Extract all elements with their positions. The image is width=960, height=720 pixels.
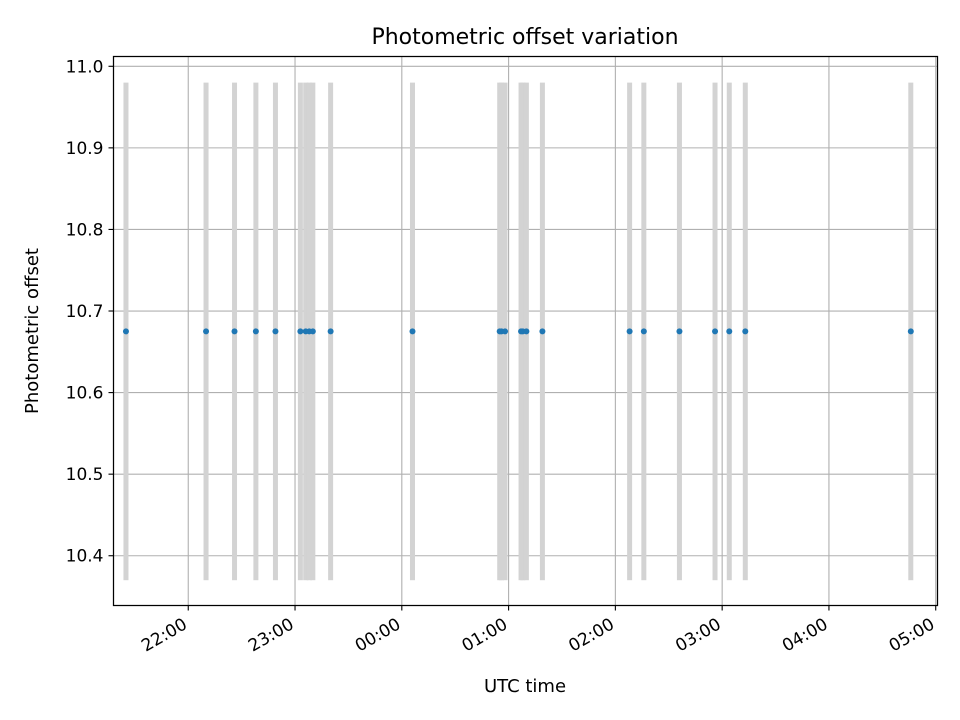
data-point — [309, 328, 316, 335]
data-point — [626, 328, 633, 335]
y-tick-label: 10.7 — [66, 302, 104, 322]
data-point — [297, 328, 304, 335]
x-tick-label: 02:00 — [565, 615, 617, 657]
data-point — [907, 328, 914, 335]
y-tick-label: 11.0 — [66, 57, 104, 77]
data-point — [231, 328, 238, 335]
plot-frame — [112, 55, 939, 607]
x-tick-label: 03:00 — [672, 615, 724, 657]
data-point — [539, 328, 546, 335]
y-tick-label: 10.5 — [66, 465, 104, 485]
data-point — [726, 328, 733, 335]
data-point — [252, 328, 259, 335]
x-tick-label: 00:00 — [352, 615, 404, 657]
data-point — [409, 328, 416, 335]
x-axis-label: UTC time — [484, 676, 566, 697]
y-tick-label: 10.6 — [66, 384, 104, 404]
data-point — [272, 328, 279, 335]
y-tick-label: 10.8 — [66, 220, 104, 240]
data-point — [203, 328, 210, 335]
x-tick-label: 01:00 — [459, 615, 511, 657]
data-point — [122, 328, 129, 335]
x-tick-label: 23:00 — [245, 615, 297, 657]
x-tick-label: 05:00 — [886, 615, 938, 657]
data-point — [676, 328, 683, 335]
data-point — [640, 328, 647, 335]
y-tick-label: 10.4 — [66, 547, 104, 567]
x-tick-label: 22:00 — [138, 615, 190, 657]
chart-title: Photometric offset variation — [371, 25, 678, 50]
data-point — [523, 328, 530, 335]
point-layer — [122, 328, 914, 335]
y-axis-label: Photometric offset — [22, 248, 43, 414]
x-tick-label: 04:00 — [779, 615, 831, 657]
data-point — [327, 328, 334, 335]
data-point — [742, 328, 749, 335]
data-point — [502, 328, 509, 335]
data-point — [712, 328, 719, 335]
y-tick-label: 10.9 — [66, 139, 104, 159]
